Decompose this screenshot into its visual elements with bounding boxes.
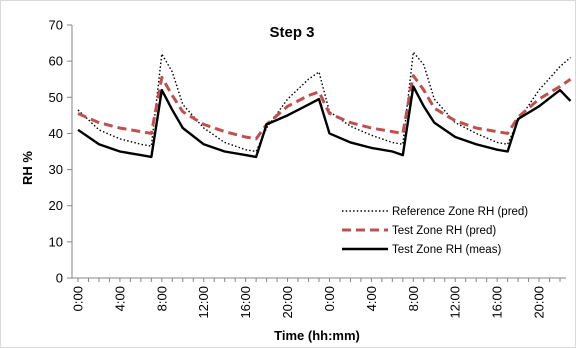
legend-label-2: Test Zone RH (pred) [392, 225, 496, 237]
chart-title: Step 3 [269, 24, 314, 41]
legend-label-1: Reference Zone RH (pred) [392, 206, 528, 218]
x-tick-label: 16:00 [238, 286, 253, 319]
y-tick-label: 20 [49, 198, 63, 213]
x-tick-label: 0:00 [71, 286, 86, 311]
legend: Reference Zone RH (pred) Test Zone RH (pr… [342, 206, 528, 256]
y-tick-label: 50 [49, 90, 63, 105]
x-tick-label: 20:00 [532, 286, 547, 319]
x-axis: 0:00 4:00 8:00 12:00 16:00 20:00 0:00 4:00 8:00 1… [71, 277, 566, 319]
x-tick-label: 4:00 [112, 286, 127, 311]
y-tick-label: 10 [49, 234, 63, 249]
y-axis: 0 10 20 30 40 50 60 70 [49, 18, 73, 286]
x-tick-label: 8:00 [406, 286, 421, 311]
series-layer [77, 51, 572, 159]
y-axis-title: RH % [20, 151, 35, 185]
x-axis-title: Time (hh:mm) [274, 328, 360, 343]
series-line-1 [77, 51, 571, 153]
x-tick-label: 4:00 [364, 286, 379, 311]
x-tick-label: 8:00 [154, 286, 169, 311]
y-tick-label: 30 [49, 162, 63, 177]
legend-label-3: Test Zone RH (meas) [392, 244, 501, 256]
y-tick-label: 0 [56, 271, 63, 286]
y-tick-label: 60 [49, 54, 63, 69]
x-tick-label: 20:00 [280, 286, 295, 319]
x-tick-label: 16:00 [490, 286, 505, 319]
x-tick-label: 0:00 [322, 286, 337, 311]
series-line-2 [77, 74, 572, 141]
series-line-3 [77, 85, 572, 159]
y-tick-label: 70 [49, 18, 63, 33]
x-tick-label: 12:00 [448, 286, 463, 319]
y-tick-label: 40 [49, 126, 63, 141]
x-tick-label: 12:00 [196, 286, 211, 319]
